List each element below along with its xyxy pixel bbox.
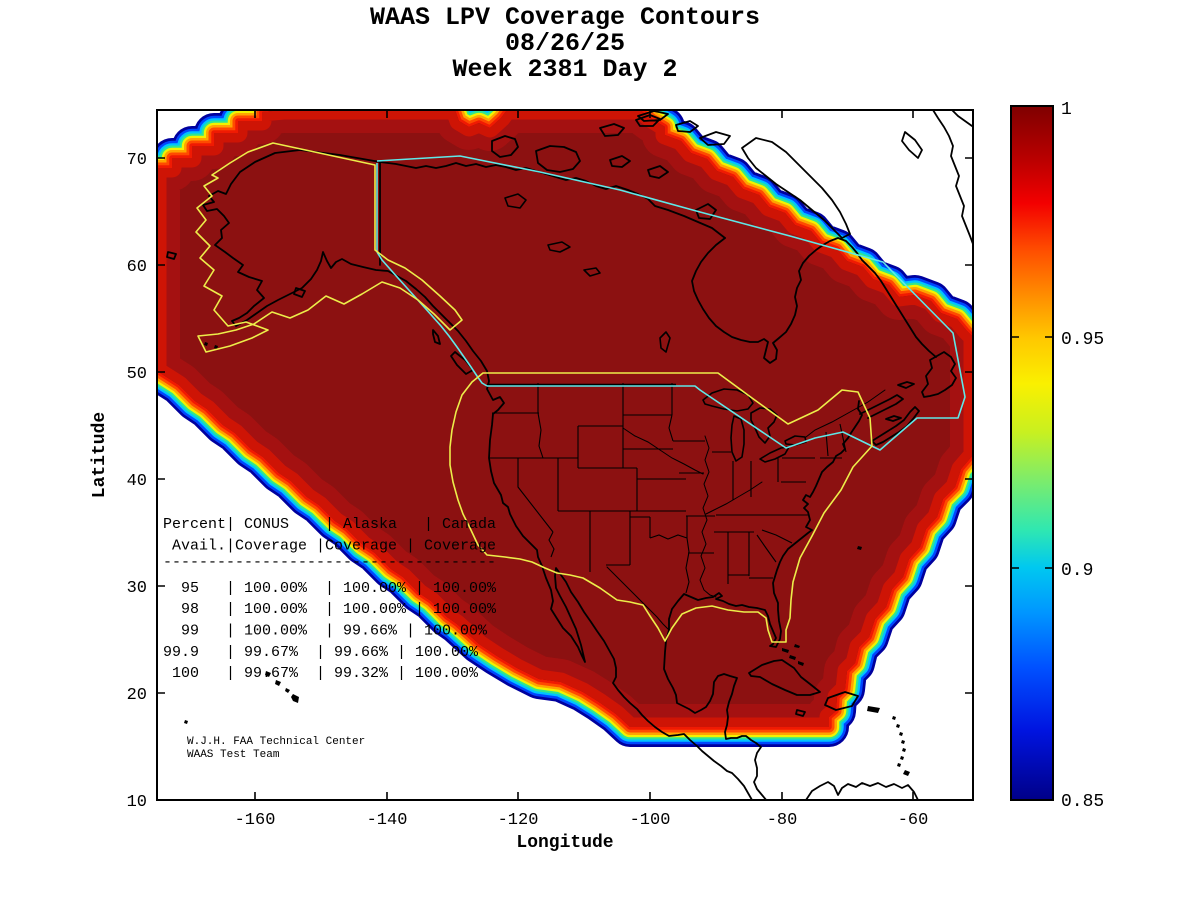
alaska-service-volume (195, 142, 463, 353)
lake-erie (759, 446, 790, 463)
victoria-island (535, 145, 581, 173)
alaska-conus-service-volume-outline (195, 142, 873, 643)
nova-scotia (871, 406, 920, 446)
y-tick-label: 40 (127, 472, 147, 491)
colorbar-tick-label: 1 (1061, 100, 1072, 120)
colorbar-tick-label: 0.9 (1061, 561, 1093, 581)
colorbar-gradient (1010, 105, 1054, 801)
south-america-coast (805, 781, 919, 800)
pacific-coast (202, 149, 753, 800)
banks-island (491, 135, 519, 158)
bermuda (857, 546, 862, 550)
canada-service-volume-outline (376, 155, 966, 451)
credit-line2: WAAS Test Team (187, 749, 280, 761)
y-tick-label: 20 (127, 686, 147, 705)
haida-gwaii (432, 329, 441, 345)
colorbar-tick-label: 0.95 (1061, 330, 1104, 350)
axis-ticks (157, 110, 973, 800)
x-axis-label: Longitude (516, 833, 613, 853)
hudson-bay-labrador-coast (691, 237, 937, 364)
mississippi-river (699, 435, 717, 598)
gulf-caribbean-coast (663, 629, 768, 800)
hispaniola (824, 691, 859, 711)
axes-frame (156, 109, 974, 801)
y-tick-label: 10 (127, 793, 147, 812)
state-borders (489, 383, 847, 594)
x-tick-label: -60 (898, 811, 929, 830)
ohio-river (705, 481, 763, 515)
st-lawrence-river (805, 389, 886, 438)
arctic-islands-small (599, 110, 923, 220)
y-axis-label: Latitude (90, 412, 110, 498)
lake-athabasca (583, 267, 601, 277)
baffin-island (741, 137, 851, 239)
colorbar-ticks (1011, 336, 1053, 569)
chart-title-line2: 08/26/25 (505, 29, 625, 58)
conus-service-volume (449, 372, 873, 643)
plot-area (157, 110, 973, 800)
vancouver-island (450, 351, 474, 375)
newfoundland (921, 351, 957, 398)
table-line: 100 | 99.67% | 99.32% | 100.00% (163, 665, 479, 682)
table-divider: ------------------------------------- (163, 554, 496, 571)
great-slave-lake (547, 241, 571, 253)
table-line: 99.9 | 99.67% | 99.66% | 100.00% (163, 644, 479, 661)
rivers (606, 389, 886, 631)
x-tick-label: -140 (367, 811, 408, 830)
x-tick-label: -100 (630, 811, 671, 830)
colorbar-tick-label: 0.85 (1061, 792, 1104, 812)
rio-grande (606, 566, 670, 631)
y-tick-label: 50 (127, 365, 147, 384)
small-islands (184, 342, 910, 776)
y-tick-label: 60 (127, 258, 147, 277)
anticosti-island (897, 381, 915, 389)
table-line: Percent| CONUS | Alaska | Canada (163, 516, 496, 533)
lake-superior (702, 388, 754, 412)
missouri-river (622, 427, 704, 475)
cuba (748, 659, 821, 696)
great-bear-lake (504, 193, 527, 209)
kodiak-island (293, 287, 306, 298)
credit-line1: W.J.H. FAA Technical Center (187, 736, 365, 748)
x-tick-label: -120 (498, 811, 539, 830)
chart-title-line3: Week 2381 Day 2 (452, 55, 677, 84)
lesser-antilles (867, 706, 910, 776)
colorbar: 1 0.95 0.9 0.85 (1010, 100, 1104, 812)
lake-ontario (784, 435, 807, 446)
st-lawrence-island (166, 251, 177, 260)
lake-winnipeg (659, 331, 671, 353)
lake-michigan (730, 415, 745, 462)
hawaii-islands (265, 671, 299, 703)
y-tick-label: 70 (127, 151, 147, 170)
chart-title-line1: WAAS LPV Coverage Contours (370, 3, 760, 32)
table-line: 98 | 100.00% | 100.00% | 100.00% (163, 601, 497, 618)
y-tick-label: 30 (127, 579, 147, 598)
table-line: 95 | 100.00% | 100.00% | 100.00% (163, 580, 497, 597)
jamaica (795, 709, 806, 717)
prince-edward-island (885, 415, 902, 422)
table-line: Avail.|Coverage |Coverage | Coverage (163, 537, 496, 554)
table-line: 99 | 100.00% | 99.66% | 100.00% (163, 623, 488, 640)
gaspe-coast (859, 394, 904, 419)
greenland-coast (932, 110, 973, 245)
us-east-coast (668, 400, 863, 648)
x-tick-label: -160 (235, 811, 276, 830)
x-tick-label: -80 (767, 811, 798, 830)
availability-table: Percent| CONUS | Alaska | Canada Avail.|… (163, 516, 497, 682)
bahamas (782, 644, 804, 666)
